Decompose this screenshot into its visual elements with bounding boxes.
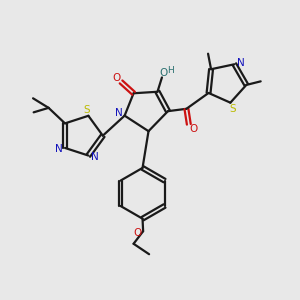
Text: H: H [167,66,174,75]
Text: O: O [159,68,167,78]
Text: S: S [230,104,236,114]
Text: N: N [91,152,99,162]
Text: O: O [189,124,197,134]
Text: N: N [116,108,123,118]
Text: O: O [112,73,120,83]
Text: O: O [134,228,142,238]
Text: S: S [84,105,90,115]
Text: N: N [237,58,245,68]
Text: N: N [55,144,62,154]
